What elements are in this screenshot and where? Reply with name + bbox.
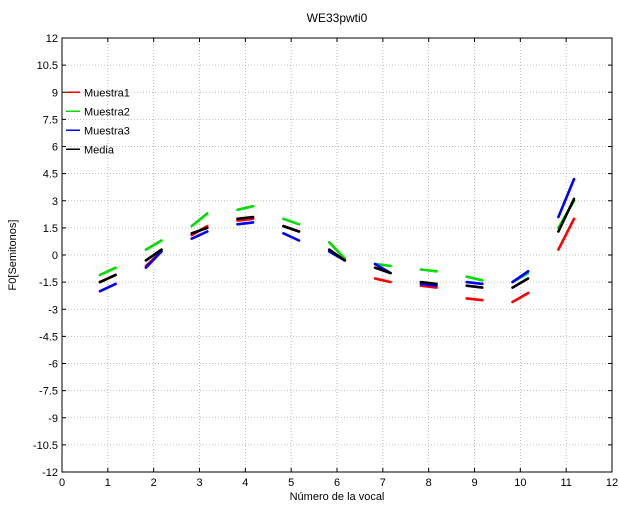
legend-label: Muestra1 bbox=[84, 87, 130, 99]
series-segment bbox=[373, 277, 392, 284]
y-tick-label: -3 bbox=[48, 304, 58, 316]
legend: Muestra1 Muestra2 Muestra3 Media bbox=[66, 87, 130, 156]
series-segment bbox=[419, 284, 438, 289]
series-segment bbox=[373, 266, 392, 275]
y-tick-label: 1.5 bbox=[43, 223, 58, 235]
series-segment bbox=[236, 204, 255, 212]
y-tick-label: -4.5 bbox=[39, 331, 58, 343]
series-media bbox=[98, 197, 576, 289]
series-segment bbox=[190, 230, 209, 240]
series-segment bbox=[327, 241, 347, 260]
series-segment bbox=[465, 297, 484, 302]
series-segment bbox=[236, 221, 255, 226]
series-segment bbox=[98, 282, 117, 293]
series-segment bbox=[282, 232, 301, 242]
y-tick-label: 3 bbox=[52, 196, 58, 208]
series-segment bbox=[557, 197, 576, 233]
x-tick-label: 0 bbox=[59, 477, 65, 489]
legend-label: Media bbox=[84, 144, 115, 156]
x-tick-label: 10 bbox=[514, 477, 526, 489]
y-tick-label: 6 bbox=[52, 142, 58, 154]
series-segment bbox=[236, 217, 255, 222]
tick-layer: 0 1 2 3 4 5 6 7 8 9 10 11 12-12-10.5-9-7.5-6-4.5-3-1… bbox=[33, 33, 618, 489]
series-segment bbox=[511, 277, 530, 289]
series-segment bbox=[465, 284, 484, 289]
series-segment bbox=[511, 269, 530, 284]
series-segment bbox=[511, 291, 530, 304]
series-segment bbox=[465, 280, 484, 286]
series-segment bbox=[419, 282, 438, 288]
chart-title: WE33pwti0 bbox=[307, 11, 368, 25]
series-segment bbox=[190, 212, 209, 228]
legend-label: Muestra2 bbox=[84, 106, 130, 118]
x-tick-label: 7 bbox=[380, 477, 386, 489]
series-segment bbox=[144, 248, 163, 262]
y-tick-label: -12 bbox=[42, 467, 58, 479]
series-segment bbox=[190, 226, 209, 235]
legend-label: Muestra3 bbox=[84, 125, 130, 137]
x-tick-label: 5 bbox=[288, 477, 294, 489]
x-tick-label: 3 bbox=[196, 477, 202, 489]
x-tick-label: 4 bbox=[242, 477, 248, 489]
series-segment bbox=[465, 275, 484, 282]
series-segment bbox=[557, 177, 576, 219]
series-segment bbox=[236, 215, 255, 221]
y-tick-label: 12 bbox=[46, 33, 58, 45]
y-tick-label: 0 bbox=[52, 250, 58, 262]
y-tick-label: -9 bbox=[48, 413, 58, 425]
series-segment bbox=[327, 248, 347, 262]
series-segment bbox=[98, 266, 117, 277]
series-segment bbox=[419, 280, 438, 286]
series-muestra3 bbox=[98, 177, 576, 293]
y-tick-label: 9 bbox=[52, 87, 58, 99]
y-tick-label: 4.5 bbox=[43, 169, 58, 181]
x-tick-label: 1 bbox=[105, 477, 111, 489]
series-segment bbox=[419, 268, 438, 273]
x-tick-label: 2 bbox=[151, 477, 157, 489]
series-layer bbox=[98, 177, 576, 304]
y-tick-label: -1.5 bbox=[39, 277, 58, 289]
x-axis-label: Número de la vocal bbox=[290, 491, 385, 503]
series-segment bbox=[282, 217, 301, 226]
y-tick-label: -7.5 bbox=[39, 386, 58, 398]
y-tick-label: 10.5 bbox=[37, 60, 58, 72]
x-tick-label: 8 bbox=[426, 477, 432, 489]
series-segment bbox=[144, 250, 163, 270]
x-tick-label: 11 bbox=[560, 477, 571, 489]
x-tick-label: 12 bbox=[606, 477, 618, 489]
series-segment bbox=[144, 239, 163, 251]
y-tick-label: 7.5 bbox=[43, 114, 58, 126]
x-tick-label: 6 bbox=[334, 477, 340, 489]
series-segment bbox=[98, 273, 117, 284]
series-segment bbox=[282, 224, 301, 233]
y-tick-label: -10.5 bbox=[33, 440, 58, 452]
x-tick-label: 9 bbox=[471, 477, 477, 489]
series-segment bbox=[557, 217, 576, 251]
y-axis-label: F0[Semitonos] bbox=[7, 220, 19, 291]
y-tick-label: -6 bbox=[48, 359, 58, 371]
